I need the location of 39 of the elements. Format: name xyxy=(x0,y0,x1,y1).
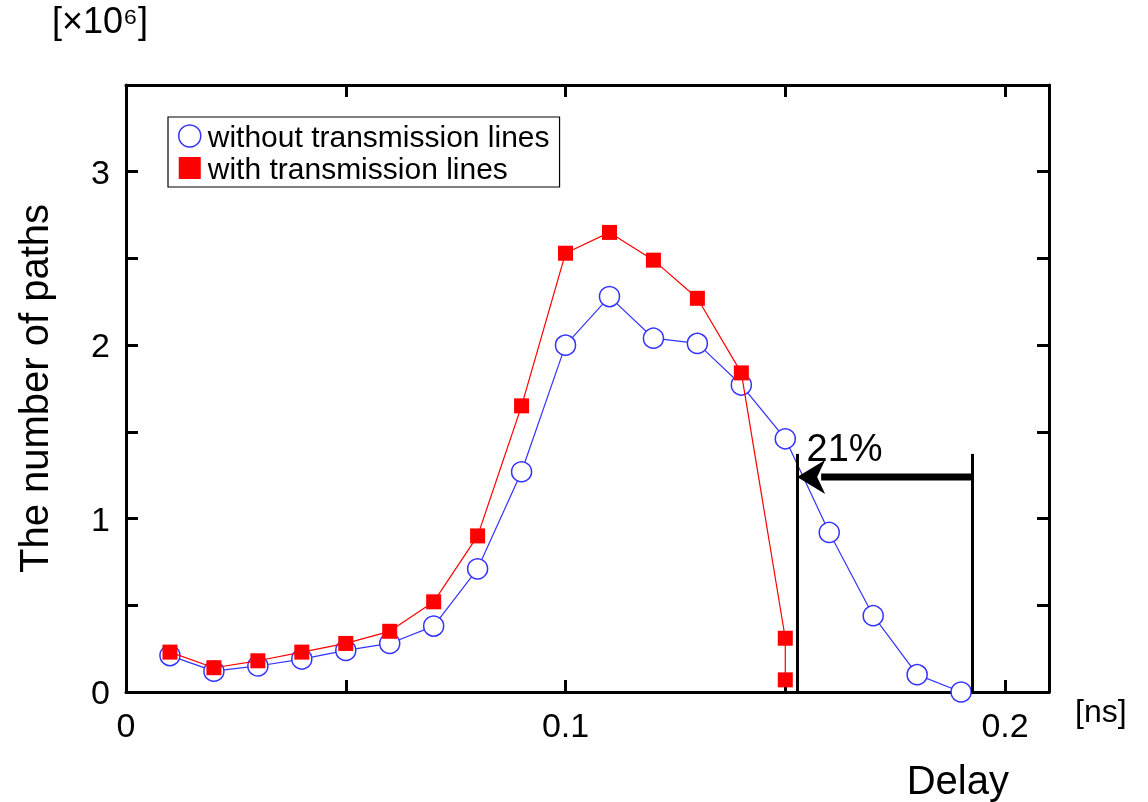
text: [×10⁶] xyxy=(52,0,148,41)
text: [ns] xyxy=(1075,693,1127,729)
point xyxy=(470,528,486,544)
point xyxy=(950,681,972,703)
point xyxy=(338,635,354,651)
point xyxy=(645,252,661,268)
x-tick-label: 0.1 xyxy=(541,706,590,744)
point xyxy=(554,334,577,356)
x-tick-label: 0.2 xyxy=(981,706,1029,744)
point xyxy=(598,285,621,308)
y-tick-label: 2 xyxy=(91,326,110,365)
point xyxy=(689,290,705,306)
x-axis-title: Delay xyxy=(906,758,1009,802)
point xyxy=(382,623,398,639)
point xyxy=(514,398,530,414)
point xyxy=(422,615,445,637)
annotation: 21% xyxy=(806,426,883,469)
x-tick-label: 0 xyxy=(116,706,136,744)
legend-label: without transmission lines xyxy=(206,119,550,153)
point xyxy=(774,428,797,450)
point xyxy=(426,594,442,610)
point xyxy=(686,332,709,355)
y-tick-label: 3 xyxy=(91,152,110,191)
y-tick-label: 1 xyxy=(91,499,110,538)
point xyxy=(558,245,574,261)
point xyxy=(818,521,840,544)
point xyxy=(642,327,665,349)
point xyxy=(862,604,884,627)
point xyxy=(510,461,533,483)
point xyxy=(777,672,793,688)
y-tick-label: 0 xyxy=(91,673,110,711)
y-axis-title: The number of paths xyxy=(12,203,56,574)
point xyxy=(733,365,749,381)
point xyxy=(466,558,489,580)
legend-label: with transmission lines xyxy=(206,151,508,185)
point xyxy=(601,224,617,240)
point xyxy=(777,630,793,646)
point xyxy=(906,663,928,686)
point xyxy=(294,644,310,660)
